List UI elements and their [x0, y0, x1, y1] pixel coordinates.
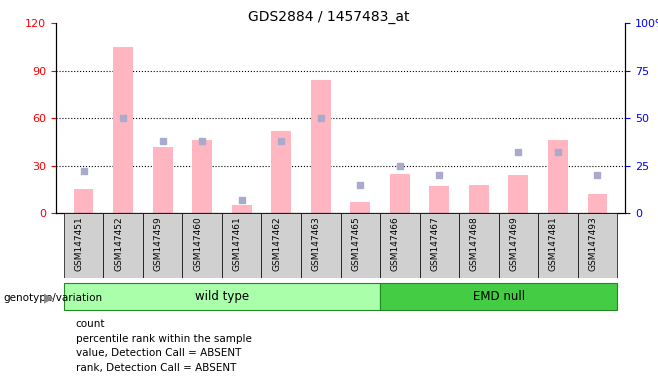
Text: value, Detection Call = ABSENT: value, Detection Call = ABSENT	[76, 348, 241, 358]
Bar	[469, 185, 489, 213]
Text: GSM147469: GSM147469	[509, 217, 519, 271]
Bar	[538, 213, 578, 278]
Text: GSM147481: GSM147481	[549, 217, 558, 271]
Text: GSM147468: GSM147468	[470, 217, 479, 271]
Text: genotype/variation: genotype/variation	[3, 293, 103, 303]
Text: rank, Detection Call = ABSENT: rank, Detection Call = ABSENT	[76, 363, 236, 373]
Text: GSM147451: GSM147451	[74, 217, 84, 271]
Bar	[64, 283, 380, 310]
Bar	[548, 140, 568, 213]
Text: ▶: ▶	[44, 291, 54, 304]
Bar	[390, 174, 410, 213]
Bar	[153, 147, 172, 213]
Text: wild type: wild type	[195, 290, 249, 303]
Bar	[103, 213, 143, 278]
Bar	[271, 131, 291, 213]
Bar	[232, 205, 251, 213]
Bar	[222, 213, 261, 278]
Bar	[380, 213, 420, 278]
Bar	[578, 213, 617, 278]
Text: GSM147463: GSM147463	[312, 217, 320, 271]
Text: GSM147465: GSM147465	[351, 217, 361, 271]
Bar	[499, 213, 538, 278]
Bar	[588, 194, 607, 213]
Bar	[261, 213, 301, 278]
Bar	[509, 175, 528, 213]
Text: GSM147460: GSM147460	[193, 217, 202, 271]
Bar	[341, 213, 380, 278]
Text: percentile rank within the sample: percentile rank within the sample	[76, 334, 251, 344]
Bar	[182, 213, 222, 278]
Text: GSM147467: GSM147467	[430, 217, 440, 271]
Text: GSM147459: GSM147459	[154, 217, 163, 271]
Bar	[420, 213, 459, 278]
Text: GSM147461: GSM147461	[233, 217, 241, 271]
Bar	[192, 140, 212, 213]
Text: EMD null: EMD null	[472, 290, 524, 303]
Bar	[380, 283, 617, 310]
Bar	[143, 213, 182, 278]
Bar	[430, 186, 449, 213]
Text: GSM147493: GSM147493	[588, 217, 597, 271]
Text: GSM147452: GSM147452	[114, 217, 123, 271]
Text: GDS2884 / 1457483_at: GDS2884 / 1457483_at	[248, 10, 410, 23]
Bar	[351, 202, 370, 213]
Text: GSM147462: GSM147462	[272, 217, 281, 271]
Text: count: count	[76, 319, 105, 329]
Bar	[64, 213, 103, 278]
Bar	[74, 189, 93, 213]
Bar	[301, 213, 341, 278]
Bar	[113, 47, 133, 213]
Bar	[459, 213, 499, 278]
Bar	[311, 80, 330, 213]
Text: GSM147466: GSM147466	[391, 217, 400, 271]
